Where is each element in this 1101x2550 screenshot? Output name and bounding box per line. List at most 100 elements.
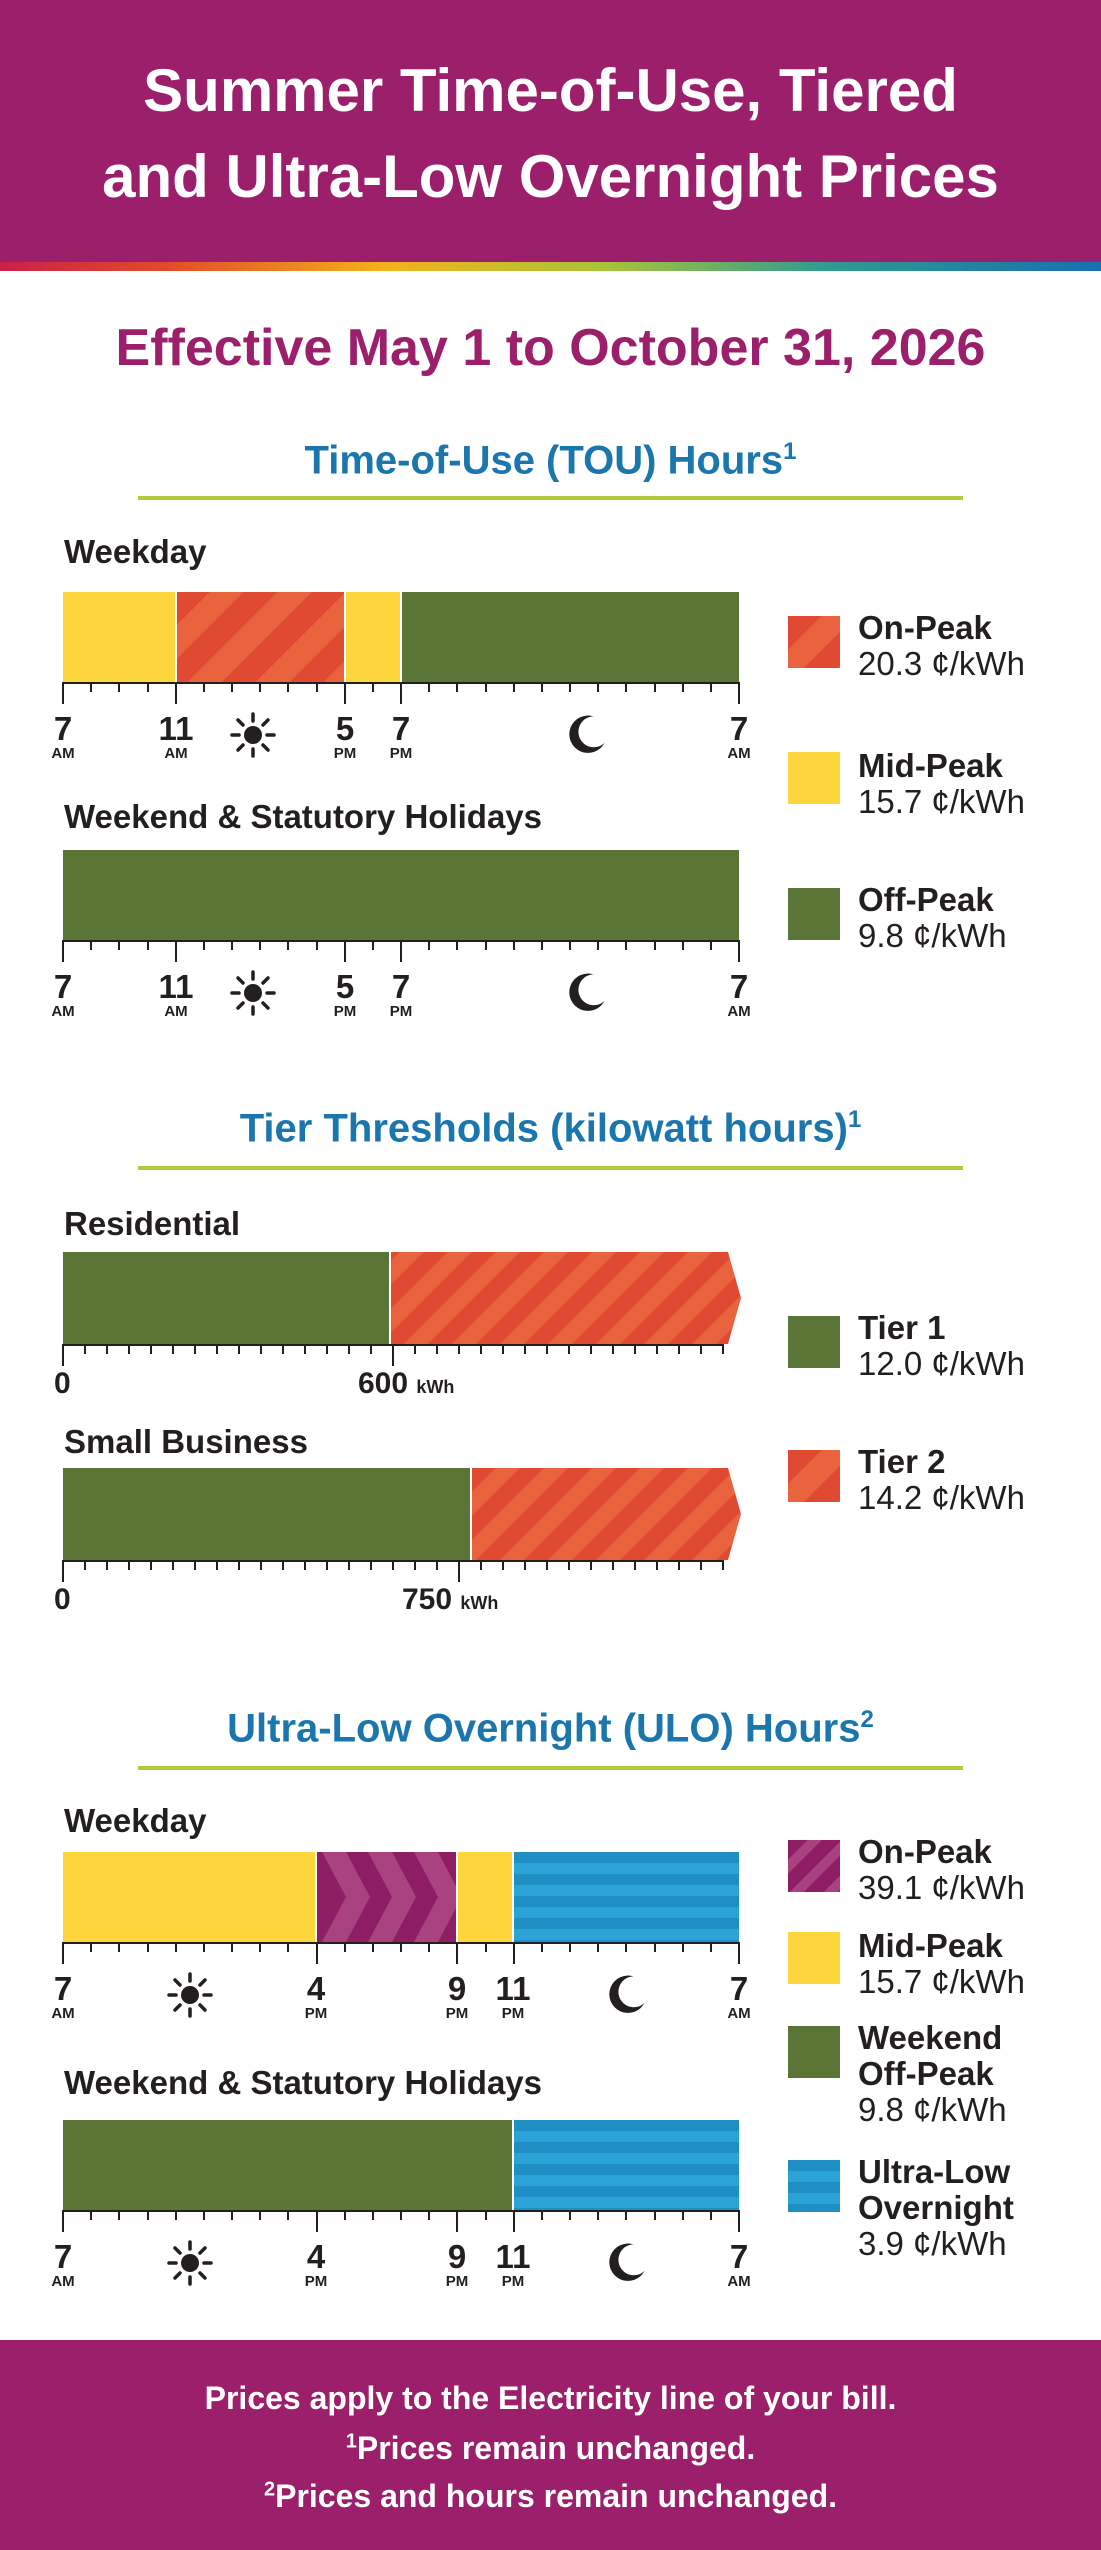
ulo-title-text: Ultra-Low Overnight (ULO) Hours bbox=[227, 1706, 861, 1751]
axis-tick bbox=[147, 940, 149, 950]
axis-tick bbox=[700, 1344, 702, 1354]
axis-tick bbox=[590, 1344, 592, 1354]
axis-tick bbox=[90, 2210, 92, 2220]
mid-peak-segment bbox=[63, 592, 176, 682]
moon-icon bbox=[605, 1972, 649, 2016]
axis-tick bbox=[654, 682, 656, 692]
axis-label-7am: 7 AM bbox=[51, 710, 75, 762]
axis-tick bbox=[282, 1560, 284, 1570]
axis-tick bbox=[150, 1560, 152, 1570]
footnote-mark: 1 bbox=[345, 2430, 357, 2453]
axis-tick bbox=[118, 940, 120, 950]
axis-tick bbox=[90, 940, 92, 950]
axis-tick bbox=[231, 682, 233, 692]
axis-tick bbox=[513, 1942, 515, 1964]
legend-on-peak-name: On-Peak bbox=[858, 609, 992, 646]
legend-swatch-tier-2 bbox=[788, 1450, 840, 1502]
tier-section-title: Tier Thresholds (kilowatt hours)1 bbox=[0, 1106, 1101, 1151]
title-line-1: Summer Time-of-Use, Tiered bbox=[143, 57, 958, 124]
axis-tick bbox=[456, 682, 458, 692]
axis-tick bbox=[231, 2210, 233, 2220]
ultra-low-segment bbox=[513, 1852, 739, 1942]
axis-tick bbox=[456, 1942, 458, 1964]
axis-tick bbox=[118, 1942, 120, 1952]
axis-tick bbox=[513, 940, 515, 950]
tier-2-segment bbox=[471, 1468, 741, 1560]
axis-tick bbox=[62, 682, 64, 704]
axis-tick bbox=[316, 2210, 318, 2232]
axis-tick bbox=[147, 682, 149, 692]
axis-tick bbox=[62, 2210, 64, 2232]
axis-tick bbox=[259, 682, 261, 692]
segment-divider bbox=[344, 592, 346, 682]
legend-tier-1-name: Tier 1 bbox=[858, 1309, 946, 1346]
axis-label-11pm: 11 PM bbox=[495, 1970, 531, 2022]
axis-tick bbox=[128, 1560, 130, 1570]
axis-tick bbox=[682, 1942, 684, 1952]
legend-tier-2-name: Tier 2 bbox=[858, 1443, 946, 1480]
axis-tick bbox=[414, 1344, 416, 1354]
page-title: Summer Time-of-Use, Tiered and Ultra-Low… bbox=[0, 48, 1101, 220]
footer-line-3: 2Prices and hours remain unchanged. bbox=[263, 2478, 838, 2514]
axis-tick bbox=[203, 2210, 205, 2220]
footer-line-2: 1Prices remain unchanged. bbox=[345, 2430, 756, 2466]
small-business-label: Small Business bbox=[64, 1423, 308, 1460]
legend-swatch-on-peak bbox=[788, 616, 840, 668]
axis-tick bbox=[62, 1560, 64, 1582]
axis-tick bbox=[260, 1344, 262, 1354]
axis-tick bbox=[678, 1344, 680, 1354]
axis-tick bbox=[62, 1942, 64, 1964]
footnote-mark: 1 bbox=[847, 1106, 862, 1133]
axis-label-11pm: 11 PM bbox=[495, 2238, 531, 2290]
axis-tick bbox=[541, 2210, 543, 2220]
axis-tick bbox=[634, 1344, 636, 1354]
axis-tick bbox=[546, 1560, 548, 1570]
axis-label-5pm: 5 PM bbox=[333, 968, 357, 1020]
axis-tick bbox=[392, 1560, 394, 1570]
axis-tick bbox=[710, 2210, 712, 2220]
moon-icon bbox=[565, 712, 609, 756]
axis-tick bbox=[654, 2210, 656, 2220]
axis-tick bbox=[502, 1344, 504, 1354]
ulo-section-title: Ultra-Low Overnight (ULO) Hours2 bbox=[0, 1706, 1101, 1751]
axis-tick bbox=[287, 682, 289, 692]
axis-tick bbox=[238, 1344, 240, 1354]
axis-tick bbox=[400, 940, 402, 962]
axis-tick bbox=[370, 1344, 372, 1354]
axis-label-7pm: 7 PM bbox=[389, 968, 413, 1020]
axis-tick bbox=[172, 1344, 174, 1354]
axis-tick bbox=[654, 1942, 656, 1952]
legend-swatch-ultra-low bbox=[788, 2160, 840, 2212]
axis-tick bbox=[175, 1942, 177, 1952]
axis-tick bbox=[569, 1942, 571, 1952]
legend-swatch-tier-1 bbox=[788, 1316, 840, 1368]
axis-tick bbox=[612, 1560, 614, 1570]
axis-tick bbox=[597, 1942, 599, 1952]
legend-mid-peak-price: 15.7 ¢/kWh bbox=[858, 783, 1025, 820]
axis-tick bbox=[282, 1344, 284, 1354]
legend-mid-peak-name: Mid-Peak bbox=[858, 747, 1003, 784]
segment-divider bbox=[512, 2120, 514, 2210]
axis-tick bbox=[400, 682, 402, 704]
axis-tick bbox=[597, 2210, 599, 2220]
axis-tick bbox=[682, 682, 684, 692]
axis-tick bbox=[203, 682, 205, 692]
axis-tick bbox=[231, 1942, 233, 1952]
axis-tick bbox=[259, 940, 261, 950]
axis-label-11am: 11 AM bbox=[158, 968, 194, 1020]
header-banner: Summer Time-of-Use, Tiered and Ultra-Low… bbox=[0, 0, 1101, 262]
tou-weekday-bar bbox=[63, 592, 739, 682]
segment-divider bbox=[512, 1852, 514, 1942]
axis-tick bbox=[722, 1344, 724, 1354]
legend-ultra-low-price: 3.9 ¢/kWh bbox=[858, 2225, 1007, 2262]
axis-label-9pm: 9 PM bbox=[445, 1970, 469, 2022]
residential-zero: 0 bbox=[54, 1367, 71, 1400]
axis-tick bbox=[216, 1344, 218, 1354]
axis-tick bbox=[738, 1942, 740, 1964]
axis-tick bbox=[700, 1560, 702, 1570]
off-peak-segment bbox=[401, 592, 739, 682]
axis-tick bbox=[485, 2210, 487, 2220]
axis-tick bbox=[414, 1560, 416, 1570]
axis-tick bbox=[502, 1560, 504, 1570]
axis-tick bbox=[625, 2210, 627, 2220]
